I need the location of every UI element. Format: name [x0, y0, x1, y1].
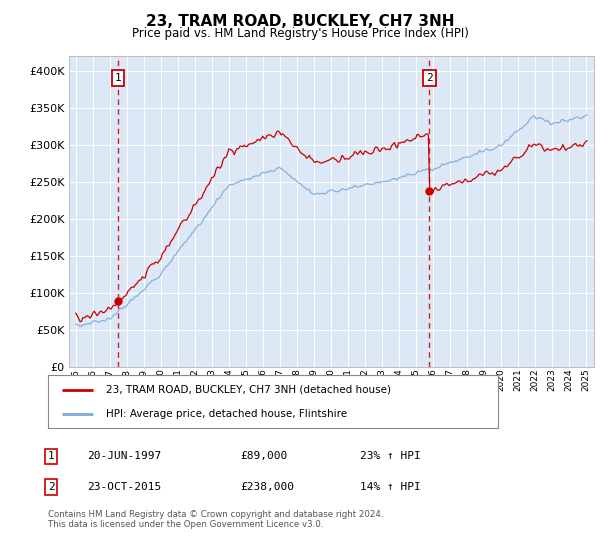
Text: 23-OCT-2015: 23-OCT-2015 [87, 482, 161, 492]
Text: 23, TRAM ROAD, BUCKLEY, CH7 3NH (detached house): 23, TRAM ROAD, BUCKLEY, CH7 3NH (detache… [107, 385, 392, 395]
Text: 1: 1 [47, 451, 55, 461]
Text: 1: 1 [115, 73, 121, 83]
Text: £238,000: £238,000 [240, 482, 294, 492]
Text: HPI: Average price, detached house, Flintshire: HPI: Average price, detached house, Flin… [107, 409, 347, 419]
Text: Price paid vs. HM Land Registry's House Price Index (HPI): Price paid vs. HM Land Registry's House … [131, 27, 469, 40]
Text: 23, TRAM ROAD, BUCKLEY, CH7 3NH: 23, TRAM ROAD, BUCKLEY, CH7 3NH [146, 14, 454, 29]
Text: 2: 2 [426, 73, 433, 83]
Text: 20-JUN-1997: 20-JUN-1997 [87, 451, 161, 461]
Text: 2: 2 [47, 482, 55, 492]
Text: 23% ↑ HPI: 23% ↑ HPI [360, 451, 421, 461]
Text: 14% ↑ HPI: 14% ↑ HPI [360, 482, 421, 492]
Text: Contains HM Land Registry data © Crown copyright and database right 2024.
This d: Contains HM Land Registry data © Crown c… [48, 510, 383, 529]
Text: £89,000: £89,000 [240, 451, 287, 461]
